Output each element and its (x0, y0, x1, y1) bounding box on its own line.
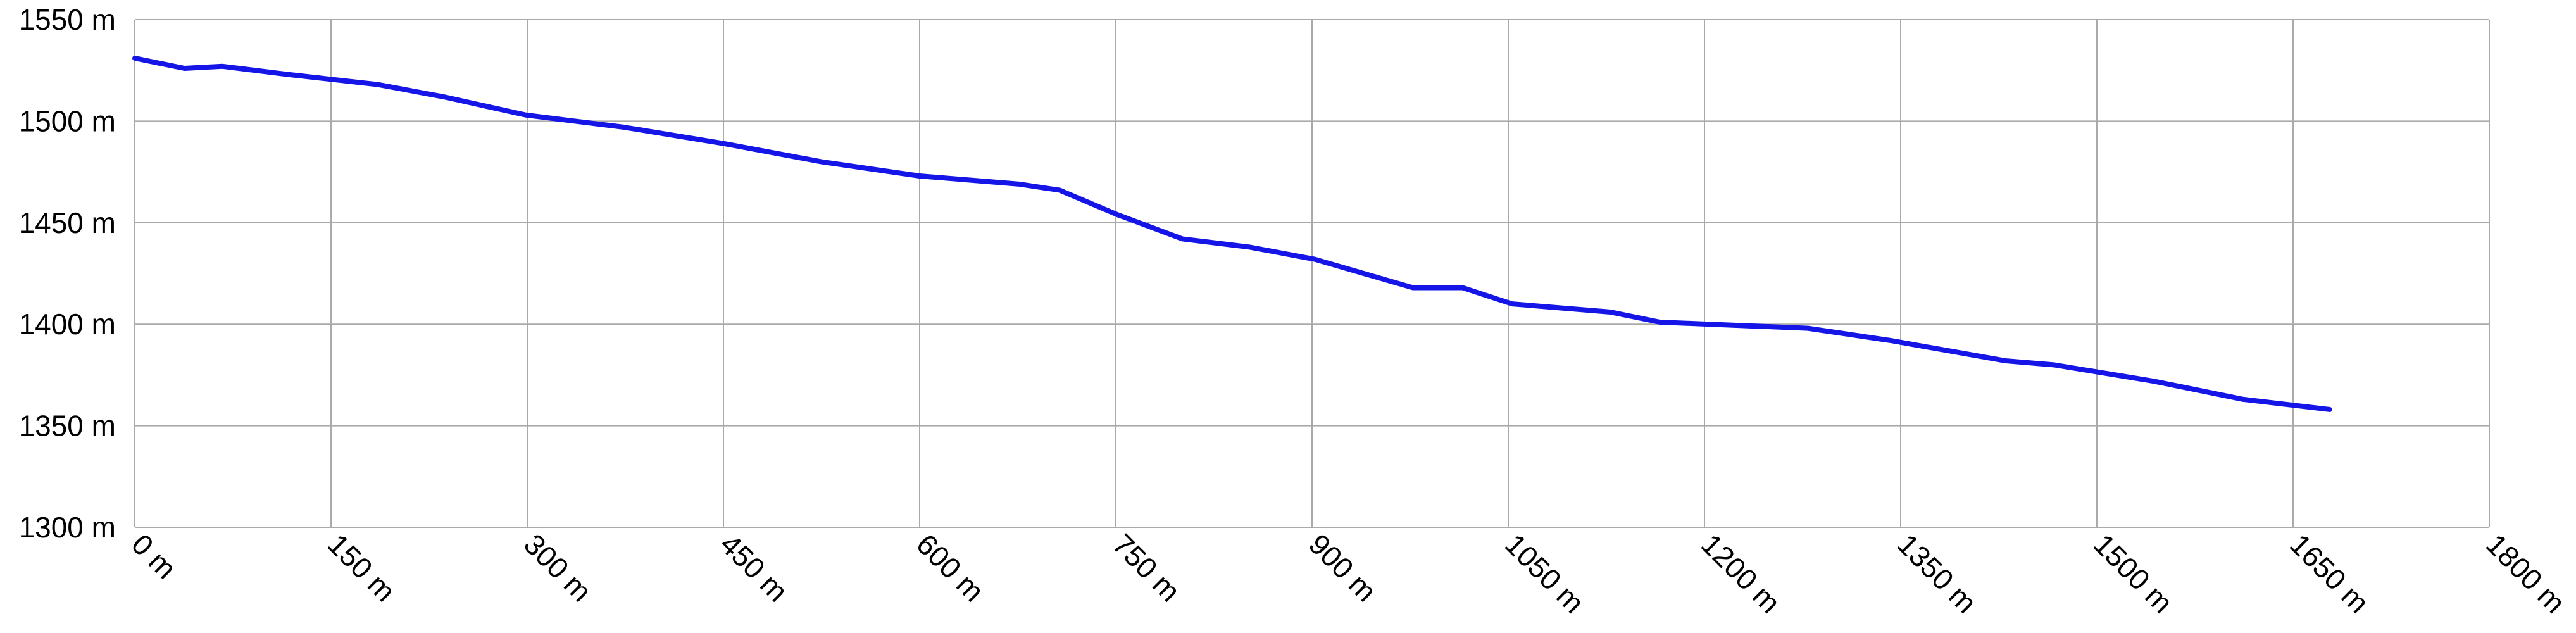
y-tick-label: 1300 m (19, 511, 116, 544)
y-tick-label: 1550 m (19, 3, 116, 36)
x-tick-label: 900 m (1303, 527, 1383, 608)
x-tick-label: 1050 m (1499, 527, 1591, 619)
x-tick-label: 1650 m (2284, 527, 2375, 619)
elevation-line (132, 55, 2332, 412)
y-tick-label: 1400 m (19, 308, 116, 341)
x-tick-label: 1350 m (1891, 527, 1983, 619)
x-tick-label: 150 m (322, 527, 402, 608)
y-tick-label: 1500 m (19, 104, 116, 137)
x-tick-label: 450 m (714, 527, 794, 608)
x-tick-label: 750 m (1106, 527, 1187, 608)
x-tick-label: 1500 m (2087, 527, 2179, 619)
x-tick-label: 0 m (125, 527, 183, 585)
x-tick-label: 1800 m (2480, 527, 2572, 619)
y-tick-label: 1350 m (19, 410, 116, 442)
x-tick-label: 600 m (910, 527, 991, 608)
x-tick-label: 300 m (518, 527, 598, 608)
y-tick-label: 1450 m (19, 206, 116, 239)
x-tick-label: 1200 m (1695, 527, 1787, 619)
